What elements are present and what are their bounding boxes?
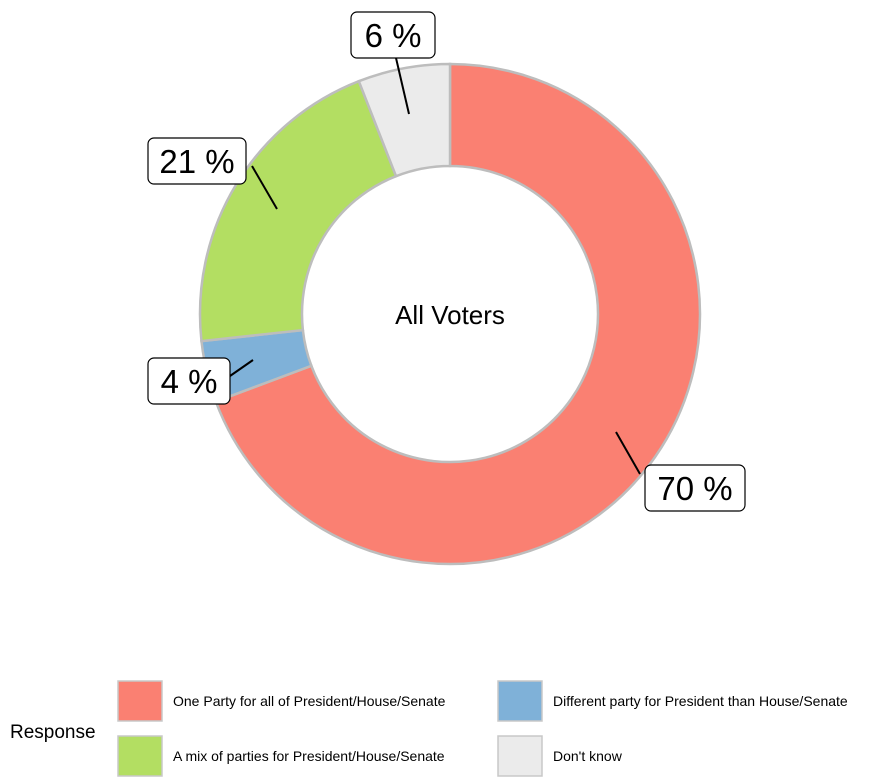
legend-label-a-mix-of-parties-for-president-house-senate: A mix of parties for President/House/Sen… (173, 748, 445, 764)
slice-one-party-for-all-of-president-house-senate (214, 62, 702, 566)
legend-key-one-party-for-all-of-president-house-senate (117, 680, 163, 722)
data-label-box (147, 357, 231, 405)
legend: Response One Party for all of President/… (10, 680, 848, 777)
data-label-box (350, 11, 436, 59)
data-label-box (644, 464, 746, 512)
data-label: 6 % (365, 17, 422, 54)
center-label: All Voters (395, 300, 505, 330)
slice-don-t-know (357, 62, 452, 178)
data-label-box (147, 137, 247, 185)
legend-key-different-party-for-president-than-house-senate (497, 680, 543, 722)
legend-label-different-party-for-president-than-house-senate: Different party for President than House… (553, 693, 848, 709)
legend-title: Response (10, 722, 96, 743)
leader-line (615, 431, 641, 475)
leader-line (395, 57, 410, 115)
legend-key-a-mix-of-parties-for-president-house-senate (117, 735, 163, 777)
slice-a-mix-of-parties-for-president-house-senate (198, 79, 398, 343)
data-label: 4 % (161, 363, 218, 400)
legend-label-don-t-know: Don't know (553, 748, 623, 764)
data-label: 70 % (657, 470, 732, 507)
data-labels: 70 % 4 % 21 % 6 % (147, 11, 746, 512)
leader-line (229, 359, 254, 377)
data-label: 21 % (159, 143, 234, 180)
leader-line (251, 165, 278, 210)
legend-label-one-party-for-all-of-president-house-senate: One Party for all of President/House/Sen… (173, 693, 446, 709)
legend-key-don-t-know (497, 735, 543, 777)
